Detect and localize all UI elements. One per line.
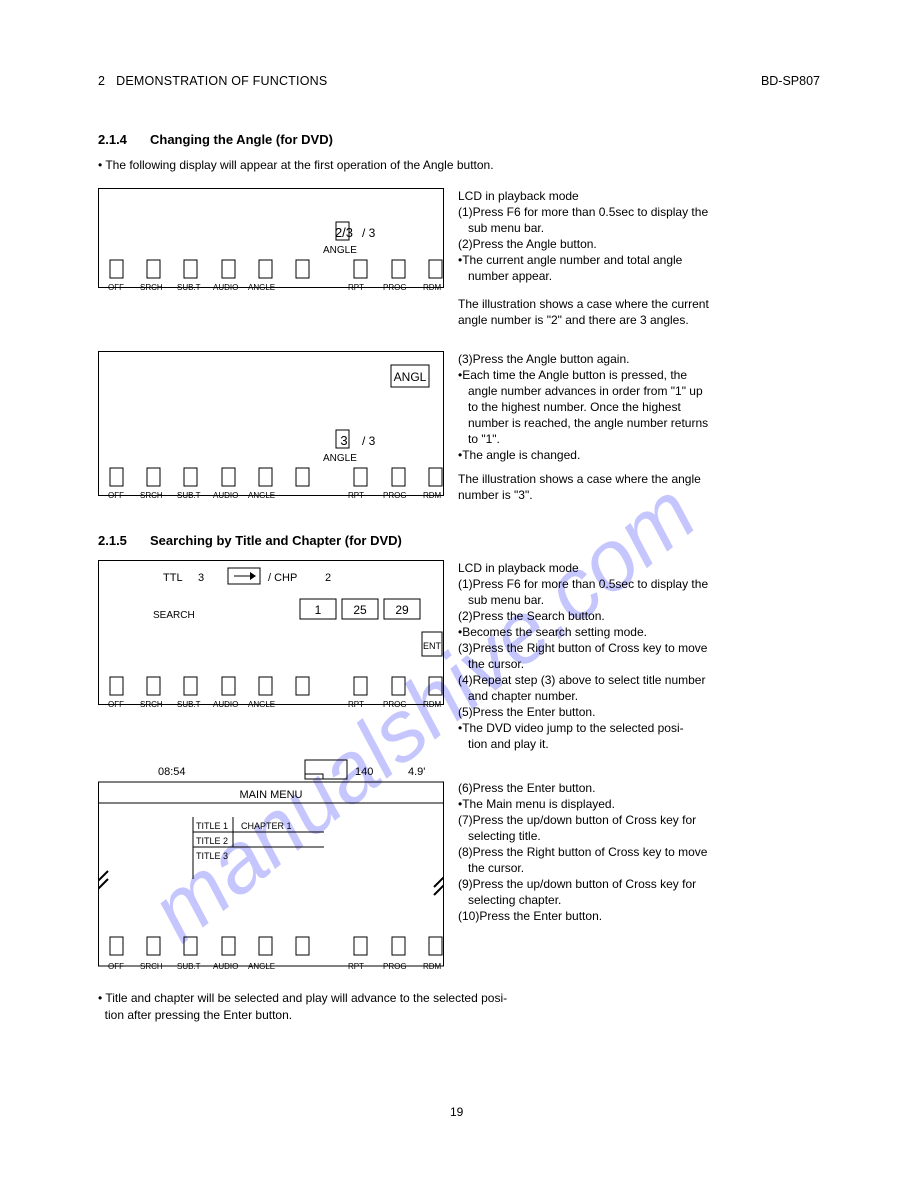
diag1-text: LCD in playback mode (1)Press F6 for mor… bbox=[458, 188, 708, 284]
section-number: 2.1.4 bbox=[98, 132, 127, 147]
header-left: 2 DEMONSTRATION OF FUNCTIONS bbox=[98, 74, 327, 88]
svg-text:ENT: ENT bbox=[423, 641, 442, 651]
diag3-search: SEARCH bbox=[153, 610, 195, 621]
svg-text:25: 25 bbox=[353, 603, 367, 617]
svg-text:TITLE 2: TITLE 2 bbox=[196, 836, 228, 846]
diag2-angl: ANGL bbox=[394, 370, 427, 384]
diag3-text: LCD in playback mode (1)Press F6 for mor… bbox=[458, 560, 708, 752]
diag2-text: (3)Press the Angle button again. •Each t… bbox=[458, 351, 708, 463]
header-right: BD-SP807 bbox=[761, 74, 820, 88]
svg-text:TITLE 3: TITLE 3 bbox=[196, 851, 228, 861]
diag3-chp: / CHP bbox=[268, 572, 297, 584]
diag2-angle-label: ANGLE bbox=[323, 453, 357, 464]
diag1-frac: / 3 bbox=[362, 226, 376, 240]
diag1-note: The illustration shows a case where the … bbox=[458, 296, 709, 328]
svg-text:/ 3: / 3 bbox=[362, 434, 376, 448]
section2-number: 2.1.5 bbox=[98, 533, 127, 548]
section-title: Changing the Angle (for DVD) bbox=[150, 132, 333, 147]
document-page: manualshive.com 2 DEMONSTRATION OF FUNCT… bbox=[0, 0, 918, 1188]
closing-note: • Title and chapter will be selected and… bbox=[98, 990, 507, 1024]
svg-text:4.9': 4.9' bbox=[408, 766, 425, 778]
diag1-num: 2/3 bbox=[335, 225, 353, 240]
diagram-3: TTL 3 / CHP 2 SEARCH 1 25 29 ENT bbox=[98, 560, 444, 705]
diagram-2: ANGL 3 / 3 ANGLE bbox=[98, 351, 444, 496]
diagram-1: 2/3 / 3 ANGLE bbox=[98, 188, 444, 288]
svg-text:CHAPTER 1: CHAPTER 1 bbox=[241, 821, 292, 831]
diag2-note: The illustration shows a case where the … bbox=[458, 471, 701, 503]
svg-text:TITLE 1: TITLE 1 bbox=[196, 821, 228, 831]
section2-title: Searching by Title and Chapter (for DVD) bbox=[150, 533, 402, 548]
svg-text:08:54: 08:54 bbox=[158, 766, 186, 778]
diag2-num: 3 bbox=[340, 433, 347, 448]
diag3-chpn: 2 bbox=[325, 572, 331, 584]
diag4-mainmenu: MAIN MENU bbox=[240, 789, 303, 801]
svg-text:1: 1 bbox=[315, 603, 322, 617]
diag1-softkeys bbox=[110, 260, 442, 278]
diag3-ttl: TTL bbox=[163, 572, 183, 584]
diag1-angle-label: ANGLE bbox=[323, 245, 357, 256]
svg-text:29: 29 bbox=[395, 603, 409, 617]
svg-text:140: 140 bbox=[355, 766, 373, 778]
diag3-ttln: 3 bbox=[198, 572, 204, 584]
diagram-4: 140 08:54 4.9' MAIN MENU TITLE 1 TITLE 2… bbox=[98, 757, 444, 967]
page-number: 19 bbox=[450, 1105, 463, 1119]
lead-text: • The following display will appear at t… bbox=[98, 158, 494, 172]
diag4-text: (6)Press the Enter button. •The Main men… bbox=[458, 780, 707, 924]
